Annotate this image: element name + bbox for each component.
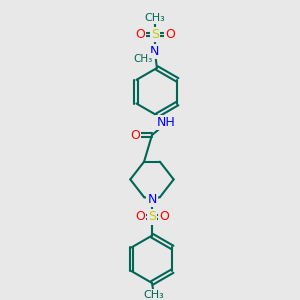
Text: N: N [150,45,160,58]
Text: N: N [147,193,157,206]
Text: CH₃: CH₃ [134,54,153,64]
Text: S: S [148,210,156,224]
Text: CH₃: CH₃ [144,290,164,300]
Text: O: O [135,28,145,41]
Text: O: O [130,129,140,142]
Text: O: O [135,210,145,224]
Text: NH: NH [156,116,175,129]
Text: O: O [159,210,169,224]
Text: S: S [151,28,159,41]
Text: CH₃: CH₃ [145,13,165,23]
Text: O: O [165,28,175,41]
